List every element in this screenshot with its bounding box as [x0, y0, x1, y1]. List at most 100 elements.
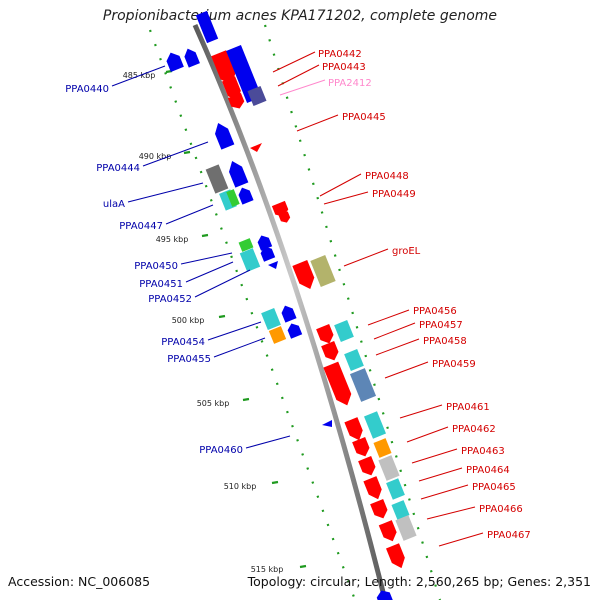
kbp-tick-mark — [183, 150, 191, 155]
gene-ppa0455 — [268, 326, 287, 344]
label-leader — [207, 321, 262, 341]
gene-ppa0444-domain — [205, 164, 229, 194]
label-leader — [367, 309, 410, 326]
gene-label-ppa0443: PPA0443 — [322, 62, 366, 73]
gene-ppa0440 — [166, 52, 184, 72]
kbp-tick-label: 505 kbp — [197, 399, 230, 408]
gene-label-ppa0452: PPA0452 — [148, 294, 192, 305]
gene-label-ppa0449: PPA0449 — [372, 189, 416, 200]
gene-ppa0454 — [261, 308, 281, 330]
gene-arrow — [376, 590, 394, 600]
kbp-tick-mark — [299, 564, 307, 569]
gene-label-ppa0457: PPA0457 — [419, 320, 463, 331]
gene-label-ppa0447: PPA0447 — [119, 221, 163, 232]
kbp-tick-mark — [242, 397, 250, 402]
gene-label-ppa0442: PPA0442 — [318, 49, 362, 60]
label-leader — [245, 435, 291, 449]
label-leader — [418, 467, 463, 482]
kbp-tick-label: 510 kbp — [224, 482, 257, 491]
gene-box — [195, 10, 219, 44]
gene-ppa0458 — [321, 341, 339, 361]
label-leader — [420, 484, 469, 500]
kbp-tick-mark — [271, 480, 279, 485]
gene-label-ppa0464: PPA0464 — [466, 465, 510, 476]
label-leader — [142, 141, 209, 167]
gene-arrow — [227, 92, 245, 109]
label-leader — [296, 114, 339, 132]
label-leader — [319, 173, 362, 197]
gene-ppa0451 — [239, 248, 261, 272]
gene-arrow — [184, 48, 200, 68]
label-leader — [165, 204, 214, 225]
gene-label-ppa0460: PPA0460 — [199, 445, 243, 456]
gene-labels: PPA0442 PPA0443 PPA2412 PPA0445 PPA0448 PPA04… — [65, 49, 531, 547]
gene-label-ppa0450: PPA0450 — [134, 261, 178, 272]
gene-label-ppa0461: PPA0461 — [446, 402, 490, 413]
gene-label-ppa0465: PPA0465 — [472, 482, 516, 493]
gene-ppa0458-domain — [344, 349, 364, 371]
label-leader — [277, 64, 320, 87]
gene-ppa0452 — [260, 246, 276, 262]
gene-arrow — [281, 305, 297, 323]
gene-groel-domain — [310, 255, 336, 287]
gene-ppa0449 — [278, 211, 291, 223]
gene-label-ppa0467: PPA0467 — [487, 530, 531, 541]
kbp-tick-label: 515 kbp — [251, 565, 284, 574]
gene-ppa0455-arrow — [287, 323, 303, 339]
gene-label-ppa0466: PPA0466 — [479, 504, 523, 515]
label-leader — [127, 182, 204, 203]
gene-label-ppa0463: PPA0463 — [461, 446, 505, 457]
gene-ppa0462 — [364, 411, 386, 439]
gene-label-ppa0456: PPA0456 — [413, 306, 457, 317]
gene-uala-small — [226, 189, 240, 207]
label-leader — [111, 65, 166, 87]
gene-ppa0447 — [238, 187, 254, 205]
gene-arrow — [386, 543, 405, 569]
gene-label-ppa0445: PPA0445 — [342, 112, 386, 123]
gene-ppa0467 — [395, 515, 417, 541]
gene-label-ppa0444: PPA0444 — [96, 163, 140, 174]
label-leader — [279, 79, 326, 96]
label-leader — [426, 506, 476, 520]
gene-label-ppa0462: PPA0462 — [452, 424, 496, 435]
dotted-guide — [263, 24, 442, 600]
gene-ppa0448 — [271, 200, 289, 217]
genome-backbone — [192, 23, 388, 600]
label-leader — [343, 248, 389, 267]
dotted-track-guides — [148, 24, 442, 600]
gene-groel — [292, 260, 315, 289]
label-leader — [411, 448, 458, 464]
gene-ppa0444 — [215, 122, 235, 150]
gene-label-ppa2412: PPA2412 — [328, 78, 372, 89]
gene-ppa0464 — [358, 456, 376, 476]
label-leader — [438, 532, 484, 547]
gene-label-ppa0455: PPA0455 — [167, 354, 211, 365]
gene-label-ppa0448: PPA0448 — [365, 171, 409, 182]
label-leader — [406, 426, 449, 443]
gene-ppa0467-arrow — [378, 520, 397, 542]
label-leader — [272, 51, 316, 73]
gene-ppa0443 — [226, 45, 262, 103]
gene-ppa0463-domain — [373, 438, 392, 458]
kbp-tick-label: 490 kbp — [139, 152, 172, 161]
gene-ppa0450 — [238, 238, 254, 252]
gene-ppa0456 — [316, 324, 334, 344]
label-leader — [185, 261, 234, 283]
gene-arrow — [257, 235, 273, 251]
kbp-tick-mark — [218, 314, 226, 319]
gene-label-ppa0454: PPA0454 — [161, 337, 205, 348]
label-leader — [180, 252, 233, 265]
kbp-tick-mark — [201, 233, 209, 238]
gene-ppa0464-domain — [378, 455, 400, 481]
gene-ppa0460 — [322, 420, 332, 427]
gene-label-ppa0458: PPA0458 — [423, 336, 467, 347]
gene-box — [247, 85, 267, 107]
gene-label-ppa0440: PPA0440 — [65, 84, 109, 95]
gene-ppa0463 — [352, 437, 370, 457]
gene-label-ppa0459: PPA0459 — [432, 359, 476, 370]
label-leader — [373, 322, 416, 340]
gene-ppa0459 — [323, 361, 352, 406]
accession-text: Accession: NC_006085 — [8, 574, 151, 589]
gene-label-groel: groEL — [392, 246, 421, 257]
